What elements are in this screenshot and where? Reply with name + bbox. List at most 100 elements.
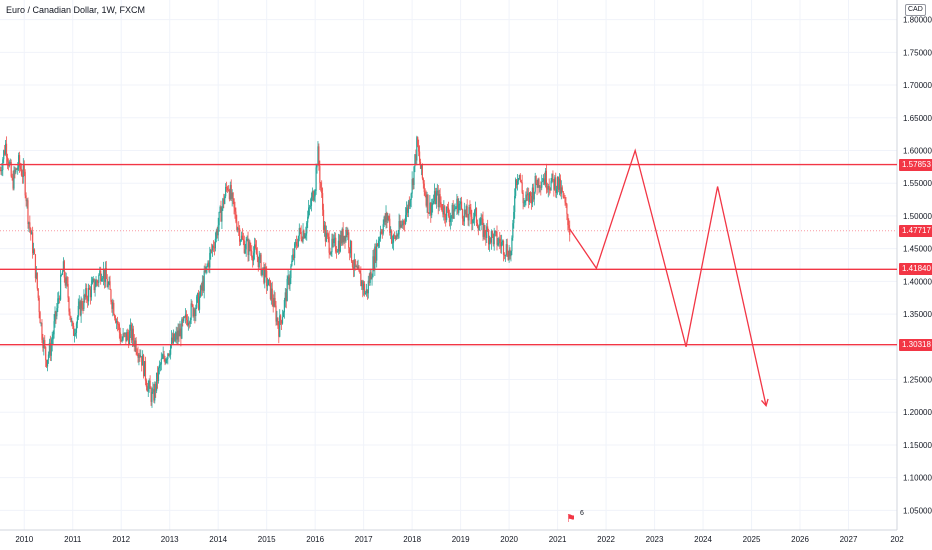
candle-body <box>565 202 567 205</box>
candle-body <box>36 272 38 289</box>
candle-body <box>20 169 23 176</box>
candle-body <box>462 218 465 222</box>
candle-body <box>515 179 518 185</box>
candle-body <box>75 323 78 333</box>
candle-body <box>147 385 149 392</box>
candle-body <box>131 328 134 341</box>
candle-body <box>315 167 317 191</box>
candle-body <box>81 301 83 309</box>
candle-body <box>346 230 348 236</box>
candle-body <box>564 197 566 203</box>
candle-body <box>232 192 234 199</box>
candle-body <box>51 339 53 345</box>
candle-body <box>392 235 395 243</box>
x-tick-label: 202 <box>890 535 904 544</box>
candle-body <box>28 222 30 225</box>
candle-body <box>405 214 407 224</box>
candle-body <box>322 209 325 230</box>
candle-body <box>87 287 90 302</box>
candle-body <box>299 228 301 232</box>
candle-body <box>460 201 462 204</box>
candle-body <box>184 314 187 318</box>
candle-body <box>247 238 249 255</box>
candle-body <box>470 208 472 217</box>
candle-body <box>143 361 146 377</box>
candle-body <box>0 170 2 172</box>
price-tag-support[interactable]: 1.41840 <box>899 263 932 276</box>
candle-body <box>439 194 441 203</box>
candle-body <box>556 188 558 193</box>
candle-body <box>344 235 346 242</box>
candle-body <box>313 196 315 201</box>
candle-body <box>520 180 522 183</box>
candle-body <box>451 204 453 216</box>
candle-body <box>348 232 350 248</box>
candle-body <box>286 278 288 302</box>
candle-body <box>343 235 345 243</box>
candle-body <box>192 304 194 317</box>
x-tick-label: 2021 <box>549 535 567 544</box>
candle-body <box>567 214 569 226</box>
candle-body <box>17 167 19 170</box>
candle-body <box>258 255 260 268</box>
candle-body <box>198 293 200 310</box>
candle-body <box>508 249 510 260</box>
candle-body <box>384 216 386 223</box>
candle-body <box>316 165 318 168</box>
candle-body <box>53 321 55 335</box>
candle-body <box>139 354 141 357</box>
candle-body <box>322 193 324 210</box>
candle-body <box>211 245 214 251</box>
x-tick-label: 2026 <box>791 535 809 544</box>
candle-body <box>226 187 229 190</box>
candle-body <box>252 257 254 261</box>
candle-body <box>278 325 280 337</box>
candle-body <box>447 207 450 216</box>
flag-event-icon[interactable]: ⚑ <box>566 513 576 525</box>
candle-body <box>527 193 529 195</box>
candle-body <box>260 254 262 275</box>
candle-body <box>168 353 170 356</box>
candle-body <box>189 320 191 324</box>
candle-body <box>233 198 235 208</box>
candle-body <box>166 358 168 360</box>
candle-body <box>60 275 62 300</box>
candle-body <box>487 226 489 232</box>
candle-body <box>323 225 326 230</box>
candle-body <box>37 288 39 298</box>
candle-body <box>544 170 547 185</box>
projection-path[interactable] <box>569 148 767 406</box>
candle-body <box>224 196 226 204</box>
candle-body <box>273 297 275 307</box>
price-tag-resistance[interactable]: 1.57853 <box>899 158 932 171</box>
candle-body <box>198 296 201 310</box>
candle-body <box>388 216 390 219</box>
candle-body <box>185 314 188 320</box>
price-tag-lower-support[interactable]: 1.30318 <box>899 338 932 351</box>
candle-body <box>18 155 20 168</box>
candle-body <box>411 179 413 194</box>
candle-body <box>41 322 43 340</box>
candle-body <box>446 206 449 208</box>
candle-body <box>477 226 479 231</box>
candle-body <box>281 317 284 324</box>
candle-body <box>231 192 233 199</box>
candle-body <box>181 319 183 339</box>
candle-body <box>251 251 253 258</box>
candle-body <box>425 195 427 206</box>
candle-body <box>398 221 400 235</box>
candle-body <box>186 319 189 326</box>
candle-body <box>306 222 308 234</box>
candle-body <box>101 278 103 282</box>
candle-body <box>372 256 374 277</box>
candle-body <box>200 285 203 291</box>
candle-body <box>304 235 306 239</box>
candle-body <box>279 315 281 337</box>
candle-body <box>249 241 251 250</box>
candle-body <box>342 228 344 243</box>
price-tag-last[interactable]: 1.47717 <box>899 224 932 237</box>
currency-badge[interactable]: CAD <box>905 4 926 16</box>
candle-body <box>298 228 300 236</box>
candle-body <box>443 206 445 215</box>
